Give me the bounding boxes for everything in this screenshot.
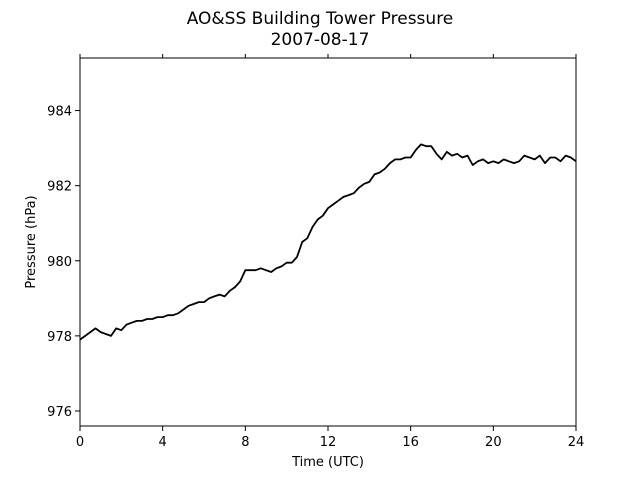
y-tick-label: 978 [47, 330, 72, 345]
x-tick-label: 8 [241, 435, 249, 450]
x-tick-label: 20 [485, 435, 502, 450]
plot-frame [79, 57, 577, 427]
y-tick-label: 980 [47, 255, 72, 270]
y-tick-label: 984 [47, 105, 72, 120]
y-tick-label: 982 [47, 180, 72, 195]
series-layer [79, 143, 577, 341]
y-tick-label: 976 [47, 405, 72, 420]
y-axis-label: Pressure (hPa) [24, 195, 39, 288]
chart-title: AO&SS Building Tower Pressure [187, 9, 454, 29]
pressure-series-line [79, 143, 577, 341]
x-tick-label: 16 [402, 435, 419, 450]
chart-subtitle: 2007-08-17 [271, 30, 370, 50]
axis-ticks: 0 4 8 12 16 20 24 976 978 980 982 984 [47, 54, 584, 450]
x-tick-label: 0 [76, 435, 84, 450]
x-tick-label: 12 [320, 435, 337, 450]
x-tick-label: 24 [568, 435, 585, 450]
x-tick-label: 4 [159, 435, 167, 450]
x-axis-label: Time (UTC) [291, 455, 364, 470]
